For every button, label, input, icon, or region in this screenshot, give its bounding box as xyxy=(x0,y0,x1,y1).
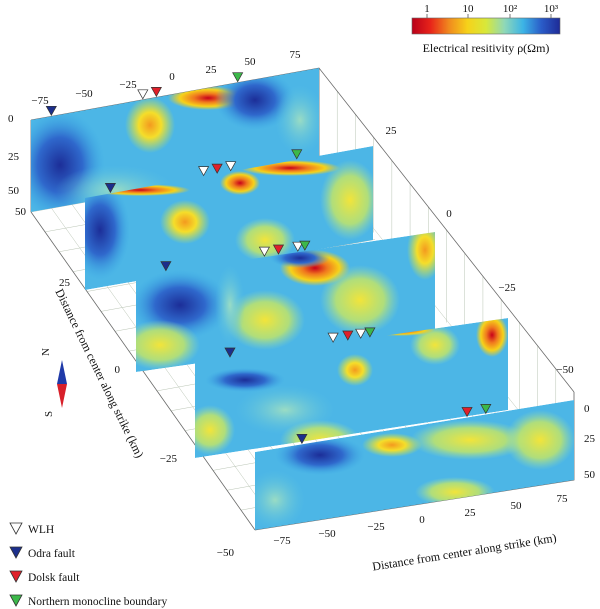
fault-marker xyxy=(104,183,117,194)
fault-marker xyxy=(150,87,162,98)
compass-north-label: N xyxy=(40,348,52,356)
colorbar-title: Electrical resitivity ρ(Ωm) xyxy=(423,41,550,55)
fault-marker xyxy=(291,149,303,160)
legend-marker xyxy=(9,570,23,583)
depth-axis-tick: 0 xyxy=(584,403,590,415)
legend-label: Northern monocline boundary xyxy=(28,596,167,608)
fault-marker xyxy=(364,327,376,338)
legend-label: WLH xyxy=(28,524,54,536)
colorbar-tick-label: 10³ xyxy=(544,3,559,15)
depth-axis-tick: 50 xyxy=(8,185,20,197)
top-axis-tick: 75 xyxy=(290,49,302,61)
fault-marker xyxy=(258,246,270,257)
fault-marker xyxy=(292,241,304,252)
fault-marker xyxy=(224,347,236,358)
depth-axis-tick: 0 xyxy=(8,113,14,125)
left-axis-title: Distance from center along strike (km) xyxy=(52,286,146,460)
bottom-axis-tick: −25 xyxy=(367,521,385,533)
fault-marker xyxy=(342,330,354,341)
top-axis-tick: 0 xyxy=(169,71,175,83)
colorbar: 1 10 10² 10³ Electrical resitivity ρ(Ωm) xyxy=(411,3,561,55)
legend: WLH Odra fault Dolsk fault Northern monocli… xyxy=(9,522,167,608)
right-axis-tick: −50 xyxy=(556,364,574,376)
colorbar-tick-label: 10² xyxy=(503,3,518,15)
fault-marker xyxy=(272,244,285,255)
compass-south-arrow xyxy=(57,384,67,408)
top-axis-tick: 50 xyxy=(245,56,257,68)
top-axis-tick: −75 xyxy=(31,95,49,107)
colorbar-ticks: 1 10 10² 10³ xyxy=(424,3,559,18)
depth-axis-tick: 25 xyxy=(584,433,596,445)
depth-axis-tick: 25 xyxy=(8,151,20,163)
profile-markers xyxy=(45,72,492,445)
top-axis-tick: −25 xyxy=(119,79,137,91)
compass: N S xyxy=(40,348,67,417)
right-axis-tick: −25 xyxy=(498,282,516,294)
colorbar-tick-label: 10 xyxy=(463,3,475,15)
fault-marker xyxy=(461,407,473,418)
fault-marker xyxy=(197,166,210,177)
bottom-axis-tick: 0 xyxy=(419,514,425,526)
left-axis-tick: −25 xyxy=(160,453,178,465)
fault-marker xyxy=(137,89,149,100)
fault-marker xyxy=(296,434,308,445)
fault-marker xyxy=(225,161,237,172)
compass-north-arrow xyxy=(57,360,67,384)
left-axis-tick: 0 xyxy=(115,364,121,376)
left-axis-tick: −50 xyxy=(217,547,235,559)
legend-label: Odra fault xyxy=(28,548,76,560)
colorbar-tick-label: 1 xyxy=(424,3,430,15)
top-axis-tick: −50 xyxy=(75,88,93,100)
left-axis-tick: 25 xyxy=(59,277,71,289)
depth-axis-tick: 50 xyxy=(584,469,596,481)
legend-marker xyxy=(9,522,23,535)
top-axis-tick: 25 xyxy=(206,64,218,76)
right-axis-tick: 0 xyxy=(446,208,452,220)
legend-label: Dolsk fault xyxy=(28,572,80,584)
fault-marker xyxy=(45,105,57,117)
profile-slice-5 xyxy=(255,400,574,530)
colorbar-scale xyxy=(411,17,561,35)
fault-marker xyxy=(211,163,223,174)
fault-marker xyxy=(327,332,339,343)
fault-marker xyxy=(355,328,367,339)
compass-south-label: S xyxy=(43,411,55,417)
fault-marker xyxy=(299,240,311,251)
fault-marker xyxy=(480,404,492,415)
bottom-axis-tick: 50 xyxy=(511,500,523,512)
bottom-axis-tick: −75 xyxy=(273,535,291,547)
right-axis-tick: 25 xyxy=(386,125,398,137)
fault-marker xyxy=(160,261,172,272)
bottom-axis-tick: −50 xyxy=(318,528,336,540)
profile-slice-2 xyxy=(85,146,373,290)
bottom-axis-title: Distance from center along strike (km) xyxy=(371,531,557,574)
legend-marker xyxy=(9,594,23,607)
bottom-axis-tick: 75 xyxy=(557,493,569,505)
left-axis-tick: 50 xyxy=(15,206,27,218)
fault-marker xyxy=(232,72,244,83)
bottom-axis-tick: 25 xyxy=(465,507,477,519)
legend-marker xyxy=(9,546,23,559)
